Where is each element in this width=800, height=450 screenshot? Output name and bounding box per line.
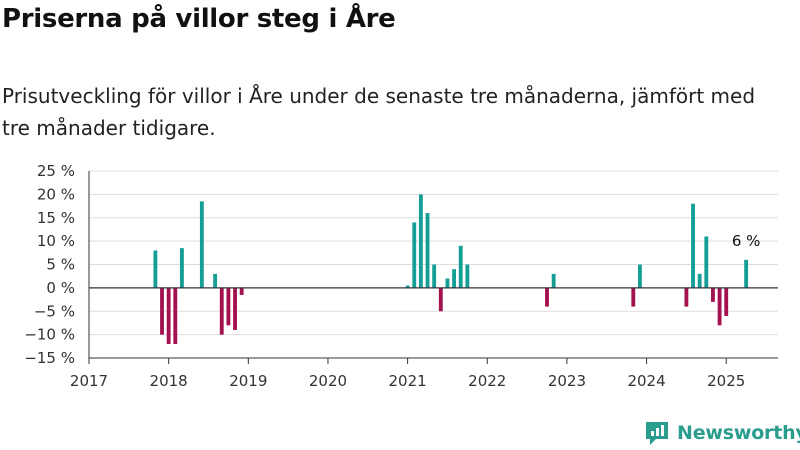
bar — [219, 287, 224, 335]
x-tick-label: 2019 — [229, 372, 267, 390]
x-tick-label: 2024 — [627, 372, 665, 390]
bar — [153, 250, 158, 288]
brand-name: Newsworthy — [677, 422, 800, 444]
bar — [432, 264, 437, 288]
bar — [684, 287, 689, 307]
bar — [697, 273, 702, 288]
bar — [180, 248, 184, 288]
bar — [724, 287, 729, 316]
y-tick-label: 10 % — [37, 232, 75, 250]
bar — [425, 213, 430, 288]
bar — [545, 287, 549, 307]
bar — [418, 194, 423, 288]
bar — [166, 287, 171, 344]
bar — [711, 287, 715, 302]
x-tick-label: 2018 — [150, 372, 188, 390]
bar — [458, 245, 463, 288]
bar — [744, 259, 749, 288]
x-tick-label: 2017 — [70, 372, 108, 390]
y-tick-label: 15 % — [37, 209, 75, 227]
data-label: 6 % — [732, 232, 761, 250]
bar — [704, 236, 709, 288]
chart-subtitle: Prisutveckling för villor i Åre under de… — [2, 84, 756, 140]
x-tick-label: 2021 — [389, 372, 427, 390]
bar — [631, 287, 636, 307]
bar — [239, 287, 244, 295]
bar — [717, 287, 722, 326]
y-tick-label: −10 % — [24, 326, 75, 344]
x-tick-label: 2020 — [309, 372, 347, 390]
bar — [405, 285, 410, 288]
bar — [412, 222, 417, 288]
bar — [213, 273, 218, 288]
bar — [445, 278, 450, 288]
bar — [452, 269, 456, 288]
y-tick-label: 0 % — [46, 279, 75, 297]
y-tick-label: −5 % — [34, 302, 75, 320]
bar — [233, 287, 237, 330]
y-tick-label: −15 % — [24, 349, 75, 367]
bar — [465, 264, 470, 288]
y-tick-label: 25 % — [37, 162, 75, 180]
bar — [691, 203, 695, 288]
newsworthy-logo-icon — [646, 422, 668, 445]
x-tick-label: 2025 — [707, 372, 745, 390]
bar — [226, 287, 231, 326]
bar — [173, 287, 178, 344]
bar — [551, 273, 556, 288]
bar — [638, 264, 642, 288]
chart-title: Priserna på villor steg i Åre — [2, 4, 396, 34]
y-tick-label: 20 % — [37, 185, 75, 203]
y-tick-label: 5 % — [46, 256, 75, 274]
x-tick-label: 2022 — [468, 372, 506, 390]
x-tick-label: 2023 — [548, 372, 586, 390]
bar — [438, 287, 443, 312]
bar — [160, 287, 164, 335]
brand-logo: Newsworthy — [644, 420, 800, 446]
bar — [199, 201, 204, 288]
